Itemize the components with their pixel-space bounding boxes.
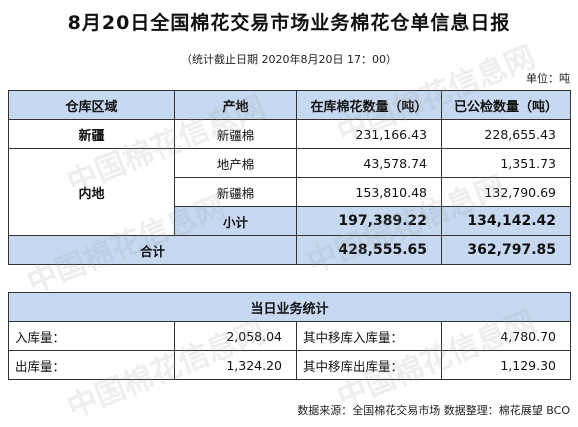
table-row: 出库量： 1,324.20 其中移库出库量： 1,129.30 bbox=[8, 350, 572, 380]
table-row: 入库量： 2,058.04 其中移库入库量： 4,780.70 bbox=[8, 321, 572, 351]
report-subtitle: （统计截止日期 2020年8月20日 17：00） bbox=[181, 53, 397, 66]
col-header-inspected: 已公检数量（吨） bbox=[441, 90, 571, 120]
col-header-region: 仓库区域 bbox=[8, 90, 175, 120]
report-title: 8月20日全国棉花交易市场业务棉花仓单信息日报 bbox=[67, 12, 511, 34]
subtotal-row: 小计 197,389.22 134,142.42 bbox=[9, 206, 571, 236]
unit-label: 单位：吨 bbox=[526, 72, 570, 85]
out-label: 出库量： bbox=[8, 350, 175, 380]
origin-cell: 新疆棉 bbox=[174, 119, 297, 149]
out-value: 1,324.20 bbox=[174, 350, 297, 380]
table-header-row: 仓库区域 产地 在库棉花数量（吨） 已公检数量（吨） bbox=[8, 90, 571, 120]
subtotal-stock: 197,389.22 bbox=[296, 206, 442, 236]
total-inspected: 362,797.85 bbox=[441, 235, 571, 265]
inspected-cell: 132,790.69 bbox=[441, 177, 571, 207]
daily-header: 当日业务统计 bbox=[7, 292, 572, 322]
stock-cell: 153,810.48 bbox=[296, 177, 442, 207]
inspected-cell: 1,351.73 bbox=[441, 148, 571, 178]
in-value: 2,058.04 bbox=[174, 321, 297, 351]
stock-cell: 231,166.43 bbox=[296, 119, 442, 149]
col-header-origin: 产地 bbox=[174, 90, 297, 120]
warehouse-table: 仓库区域 产地 在库棉花数量（吨） 已公检数量（吨） 新疆 新疆棉 231,16… bbox=[8, 90, 571, 265]
transfer-in-label: 其中移库入库量： bbox=[296, 321, 442, 351]
footer-source: 数据来源：全国棉花交易市场 数据整理：棉花展望 BCO bbox=[297, 404, 570, 417]
stock-cell: 43,578.74 bbox=[296, 148, 442, 178]
origin-cell: 新疆棉 bbox=[174, 177, 297, 207]
transfer-out-label: 其中移库出库量： bbox=[296, 350, 442, 380]
inspected-cell: 228,655.43 bbox=[441, 119, 571, 149]
total-row: 合计 428,555.65 362,797.85 bbox=[8, 235, 571, 265]
subtotal-inspected: 134,142.42 bbox=[441, 206, 571, 236]
origin-cell: 地产棉 bbox=[174, 148, 297, 178]
total-label: 合计 bbox=[8, 235, 297, 265]
transfer-in-value: 4,780.70 bbox=[440, 321, 572, 351]
col-header-stock: 在库棉花数量（吨） bbox=[296, 90, 442, 120]
table-row: 内地 地产棉 43,578.74 1,351.73 bbox=[8, 148, 571, 236]
table-row: 新疆棉 153,810.48 132,790.69 bbox=[9, 177, 571, 207]
daily-header-row: 当日业务统计 bbox=[7, 292, 572, 322]
total-stock: 428,555.65 bbox=[296, 235, 442, 265]
transfer-out-value: 1,129.30 bbox=[440, 350, 572, 380]
table-row: 新疆 新疆棉 231,166.43 228,655.43 bbox=[8, 119, 571, 149]
daily-stats-table: 当日业务统计 入库量： 2,058.04 其中移库入库量： 4,780.70 出… bbox=[7, 292, 572, 380]
region-cell: 内地 bbox=[8, 148, 175, 236]
region-cell: 新疆 bbox=[8, 119, 175, 149]
in-label: 入库量： bbox=[8, 321, 175, 351]
subtotal-label: 小计 bbox=[174, 206, 297, 236]
